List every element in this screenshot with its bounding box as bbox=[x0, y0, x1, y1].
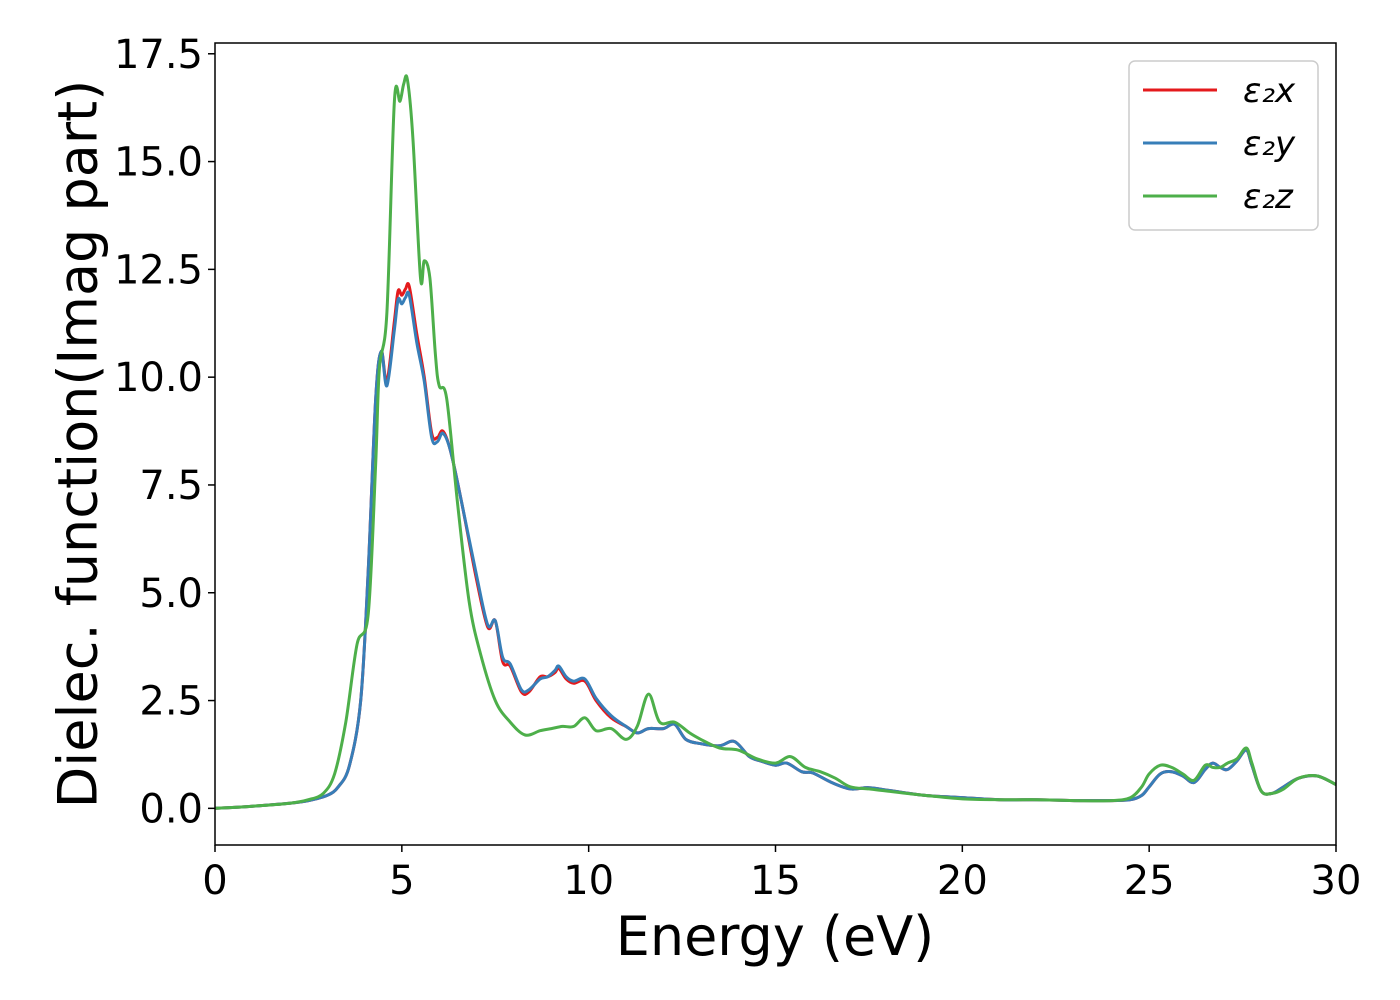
series-line-y bbox=[214, 290, 1337, 810]
y-axis-label: Dielec. function(Imag part) bbox=[47, 80, 110, 809]
legend-label-z: ε₂z bbox=[1243, 177, 1294, 217]
x-tick-label: 20 bbox=[937, 858, 988, 904]
y-tick-label: 15.0 bbox=[114, 140, 203, 186]
x-axis-label: Energy (eV) bbox=[616, 905, 935, 968]
x-tick-label: 0 bbox=[202, 858, 227, 904]
series-layer bbox=[214, 74, 1337, 810]
legend: ε₂x ε₂y ε₂z bbox=[1128, 60, 1319, 231]
y-tick-label: 2.5 bbox=[139, 679, 203, 725]
legend-label-y: ε₂y bbox=[1243, 124, 1296, 164]
y-tick-label: 17.5 bbox=[114, 32, 203, 78]
y-axis-ticks: 0.0 2.5 5.0 7.5 10.0 12.5 15.0 17.5 bbox=[114, 32, 215, 832]
x-tick-label: 30 bbox=[1311, 858, 1362, 904]
x-axis-ticks: 0 5 10 15 20 25 30 bbox=[202, 845, 1361, 904]
y-tick-label: 0.0 bbox=[139, 786, 203, 832]
x-tick-label: 25 bbox=[1124, 858, 1175, 904]
y-tick-label: 7.5 bbox=[139, 463, 203, 509]
x-tick-label: 5 bbox=[389, 858, 414, 904]
x-tick-label: 10 bbox=[563, 858, 614, 904]
series-line-z bbox=[214, 74, 1337, 810]
y-tick-label: 10.0 bbox=[114, 355, 203, 401]
legend-box bbox=[1128, 60, 1319, 231]
legend-label-x: ε₂x bbox=[1243, 71, 1296, 111]
y-tick-label: 5.0 bbox=[139, 571, 203, 617]
y-tick-label: 12.5 bbox=[114, 247, 203, 293]
x-tick-label: 15 bbox=[750, 858, 801, 904]
